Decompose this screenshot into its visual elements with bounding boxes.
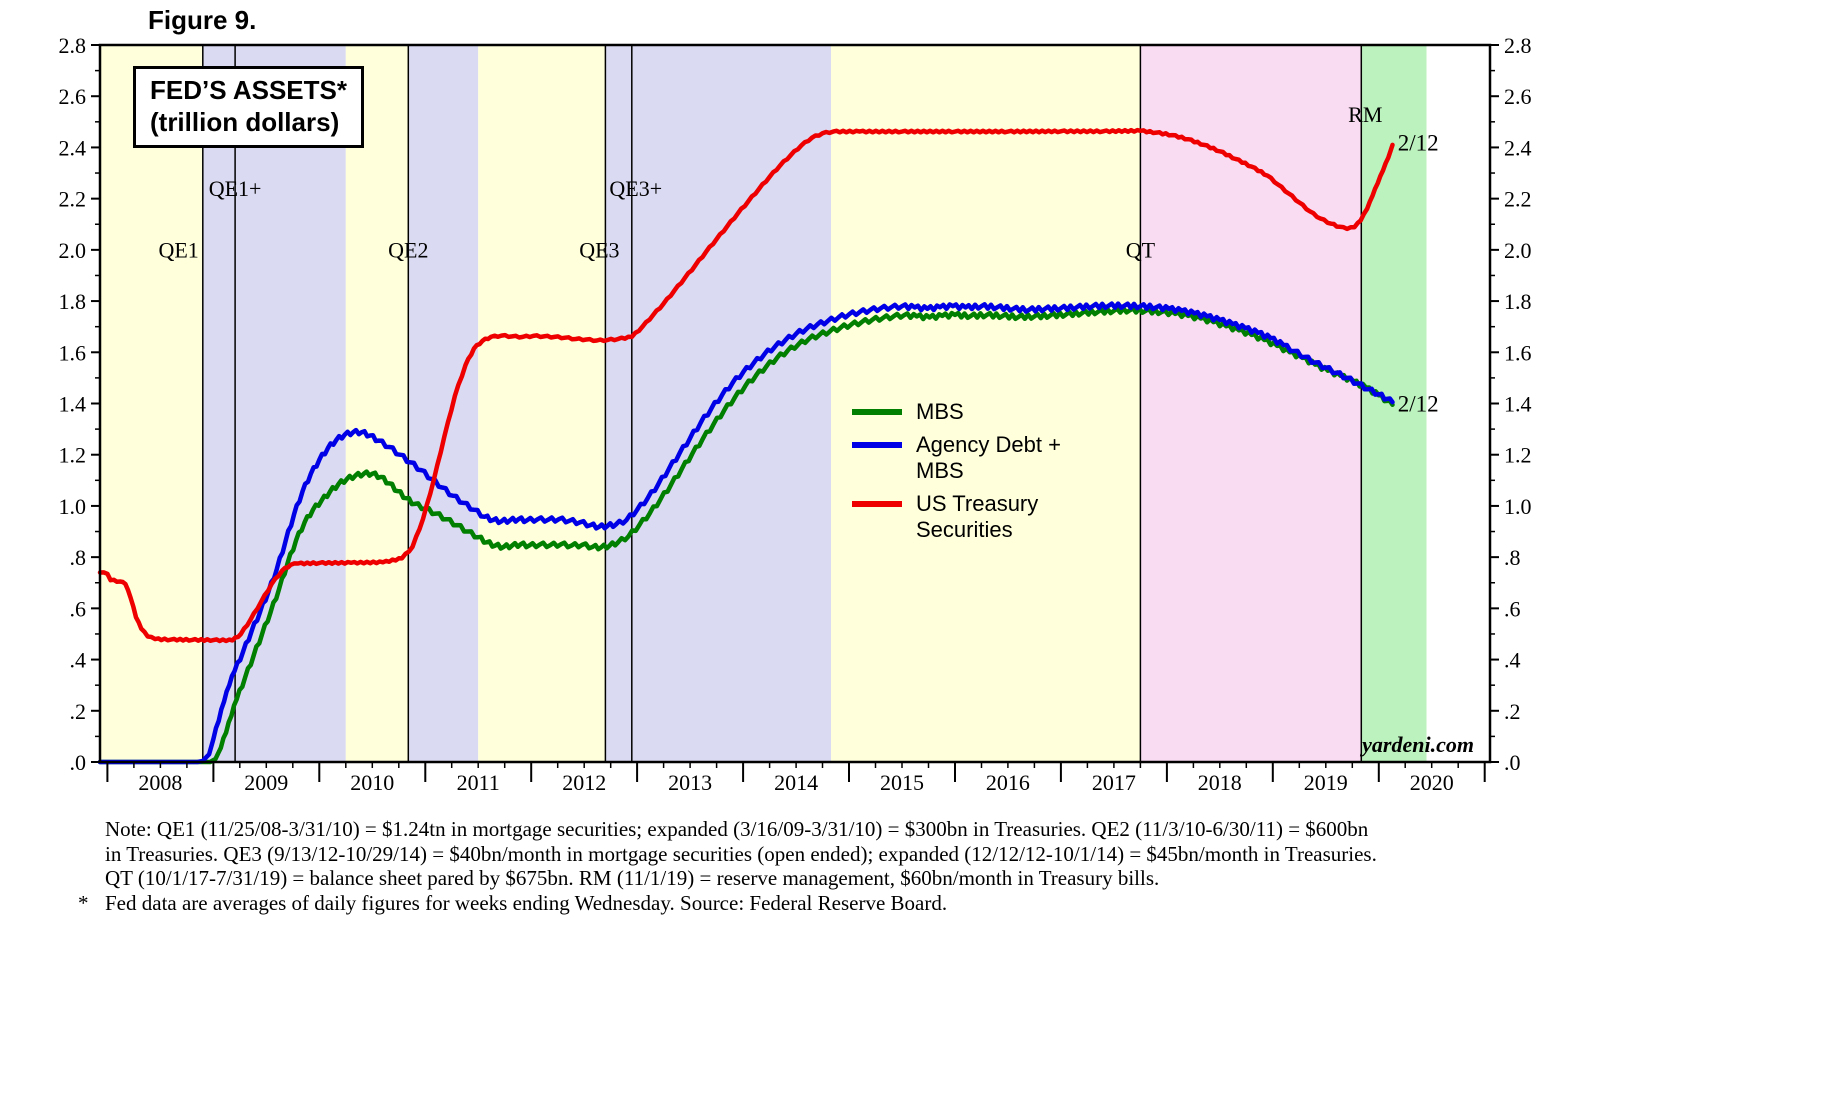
chart-title: FED’S ASSETS* bbox=[150, 75, 347, 105]
y-tick-label-right: .6 bbox=[1504, 596, 1521, 621]
legend-label-2: Agency Debt + MBS bbox=[916, 432, 1061, 483]
y-tick-label-right: .4 bbox=[1504, 648, 1521, 673]
y-tick-label-right: 2.6 bbox=[1504, 84, 1532, 109]
x-year-label-2010: 2010 bbox=[350, 770, 394, 795]
y-tick-label-left: 1.2 bbox=[59, 443, 87, 468]
series-line-mbs bbox=[97, 306, 1395, 765]
annotation-qe3: QE3 bbox=[579, 238, 619, 263]
y-tick-label-right: 2.4 bbox=[1504, 135, 1532, 160]
legend-label-1: MBS bbox=[916, 399, 964, 424]
end-label-1: 2/12 bbox=[1398, 130, 1439, 155]
y-tick-label-left: 1.6 bbox=[59, 340, 87, 365]
figure-label: Figure 9. bbox=[148, 5, 257, 35]
y-tick-label-right: 1.8 bbox=[1504, 289, 1532, 314]
footnote-text: Fed data are averages of daily figures f… bbox=[105, 890, 948, 915]
annotation-qe2: QE2 bbox=[388, 238, 428, 263]
x-year-label-2016: 2016 bbox=[986, 770, 1030, 795]
annotation-qe1: QE1 bbox=[158, 238, 198, 263]
x-year-label-2019: 2019 bbox=[1304, 770, 1348, 795]
annotation-qt: QT bbox=[1126, 238, 1156, 263]
y-tick-label-left: .6 bbox=[70, 596, 87, 621]
x-year-label-2011: 2011 bbox=[457, 770, 500, 795]
band-between-qe2-qe3 bbox=[478, 45, 606, 762]
y-tick-label-left: .4 bbox=[70, 648, 87, 673]
x-year-label-2014: 2014 bbox=[774, 770, 818, 795]
legend: MBS Agency Debt + MBS US Treasury Securities bbox=[852, 399, 1061, 550]
note-line-1: Note: QE1 (11/25/08-3/31/10) = $1.24tn i… bbox=[105, 817, 1369, 841]
legend-item-2: Agency Debt + MBS bbox=[852, 432, 1061, 484]
fed-assets-chart: .0 .0 .2 .2 .4 .4 .6 .6 .8 .8 1.0 1.0 1.2 1.2 1.4 1.4 1.… bbox=[59, 33, 1532, 795]
chart-subtitle: (trillion dollars) bbox=[150, 107, 340, 137]
y-tick-label-right: .0 bbox=[1504, 750, 1521, 775]
band-between-qe3-qt bbox=[831, 45, 1141, 762]
footnote-marker: * bbox=[78, 890, 89, 915]
y-tick-label-left: 2.4 bbox=[59, 135, 87, 160]
note-line-2: in Treasuries. QE3 (9/13/12-10/29/14) = … bbox=[105, 841, 1377, 866]
end-label-2: 2/12 bbox=[1398, 392, 1439, 417]
legend-item-3: US Treasury Securities bbox=[852, 491, 1061, 543]
y-tick-label-left: .2 bbox=[70, 699, 87, 724]
x-year-label-2009: 2009 bbox=[244, 770, 288, 795]
chart-title-box: FED’S ASSETS* (trillion dollars) bbox=[133, 66, 364, 148]
x-year-label-2015: 2015 bbox=[880, 770, 924, 795]
annotation-rm: RM bbox=[1348, 102, 1382, 127]
y-tick-label-right: 1.6 bbox=[1504, 340, 1532, 365]
annotation-qe1+: QE1+ bbox=[209, 176, 262, 201]
band-qe1 bbox=[202, 45, 346, 762]
note-line-3: QT (10/1/17-7/31/19) = balance sheet par… bbox=[105, 866, 1160, 890]
band-qt bbox=[1140, 45, 1362, 762]
y-tick-label-left: .8 bbox=[70, 545, 87, 570]
band-pre-qe1 bbox=[100, 45, 203, 762]
y-tick-label-right: 2.2 bbox=[1504, 187, 1532, 212]
x-year-label-2018: 2018 bbox=[1198, 770, 1242, 795]
y-tick-label-left: 2.8 bbox=[59, 33, 87, 58]
band-between-qe1-qe2 bbox=[345, 45, 409, 762]
y-tick-label-right: 1.2 bbox=[1504, 443, 1532, 468]
y-tick-label-left: 1.0 bbox=[59, 494, 87, 519]
x-year-label-2012: 2012 bbox=[562, 770, 606, 795]
x-year-label-2008: 2008 bbox=[138, 770, 182, 795]
y-tick-label-left: 1.4 bbox=[59, 392, 87, 417]
series-line-agency-debt-mbs bbox=[97, 301, 1395, 765]
y-tick-label-left: 2.0 bbox=[59, 238, 87, 263]
legend-swatch-1 bbox=[852, 409, 902, 415]
y-tick-label-left: 2.6 bbox=[59, 84, 87, 109]
band-qe2 bbox=[408, 45, 479, 762]
watermark: yardeni.com bbox=[1359, 732, 1474, 757]
y-tick-label-left: .0 bbox=[70, 750, 87, 775]
y-tick-label-right: .2 bbox=[1504, 699, 1521, 724]
legend-label-3: US Treasury Securities bbox=[916, 491, 1039, 542]
footnote-row: * Fed data are averages of daily figures… bbox=[78, 891, 1377, 916]
y-tick-label-left: 1.8 bbox=[59, 289, 87, 314]
x-year-label-2020: 2020 bbox=[1410, 770, 1454, 795]
notes-block: Note: QE1 (11/25/08-3/31/10) = $1.24tn i… bbox=[78, 817, 1377, 915]
y-tick-label-right: 2.8 bbox=[1504, 33, 1532, 58]
y-tick-label-right: .8 bbox=[1504, 545, 1521, 570]
y-tick-label-right: 1.0 bbox=[1504, 494, 1532, 519]
legend-swatch-2 bbox=[852, 442, 902, 448]
y-tick-label-right: 1.4 bbox=[1504, 392, 1532, 417]
legend-item-1: MBS bbox=[852, 399, 1061, 425]
legend-swatch-3 bbox=[852, 501, 902, 507]
x-year-label-2013: 2013 bbox=[668, 770, 712, 795]
y-tick-label-left: 2.2 bbox=[59, 187, 87, 212]
y-tick-label-right: 2.0 bbox=[1504, 238, 1532, 263]
annotation-qe3+: QE3+ bbox=[609, 176, 662, 201]
x-year-label-2017: 2017 bbox=[1092, 770, 1136, 795]
series-line-us-treasury bbox=[97, 127, 1395, 644]
